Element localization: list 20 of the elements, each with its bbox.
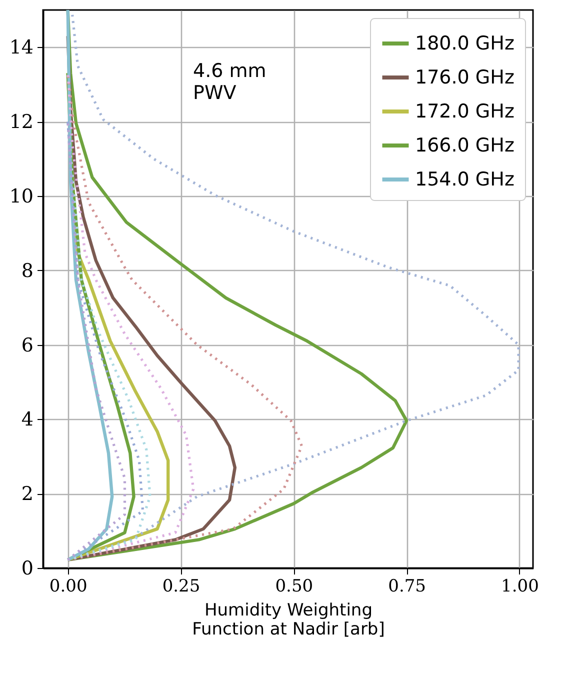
legend-label: 154.0 GHz: [415, 168, 514, 190]
y-tick-label: 0: [21, 558, 34, 580]
x-tick-label: 1.00: [501, 576, 539, 596]
legend-label: 166.0 GHz: [415, 134, 514, 156]
annotation: 4.6 mm PWV: [193, 60, 266, 104]
y-tick-label: 10: [9, 186, 34, 208]
y-tick-label: 4: [21, 408, 34, 431]
y-tick-label: 14: [9, 36, 34, 59]
y-tick-label: 6: [21, 334, 34, 356]
x-tick-label: 0.25: [162, 576, 200, 596]
x-tick-label: 0.50: [275, 576, 314, 596]
x-axis-title: Humidity Weighting Function at Nadir [arb]: [192, 600, 385, 640]
x-tick-label: 0.00: [49, 576, 88, 596]
y-tick-label: 2: [21, 483, 34, 506]
legend-label: 176.0 GHz: [415, 66, 514, 88]
x-tick-label: 0.75: [388, 576, 426, 596]
y-tick-label: 12: [9, 111, 34, 134]
legend-label: 180.0 GHz: [415, 32, 514, 54]
legend-label: 172.0 GHz: [415, 100, 514, 122]
y-tick-label: 8: [21, 260, 34, 282]
